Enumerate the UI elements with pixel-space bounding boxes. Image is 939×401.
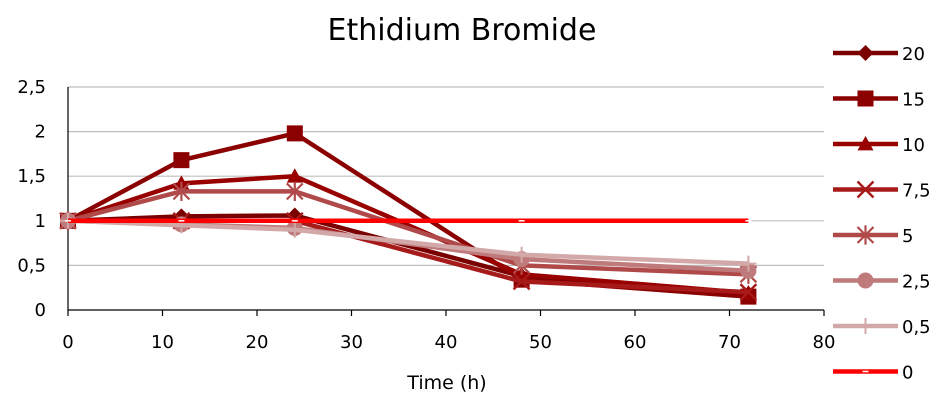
legend-label: 0,5 (902, 317, 931, 338)
legend-item: 7,5 (833, 181, 931, 202)
data-point (739, 283, 758, 302)
x-tick-label: 30 (340, 332, 363, 353)
legend-item: 10 (833, 135, 925, 156)
x-tick-label: 20 (246, 332, 269, 353)
data-point (286, 168, 303, 183)
data-point (513, 246, 530, 263)
legend-item: 0 (833, 363, 913, 384)
y-tick-label: 2,5 (17, 77, 46, 98)
y-tick-label: 1 (35, 211, 46, 232)
legend-label: 10 (902, 135, 925, 156)
data-point (172, 181, 191, 201)
y-tick-label: 2 (35, 122, 46, 143)
series-group (59, 125, 758, 305)
legend-label: 20 (902, 44, 925, 65)
legend-label: 2,5 (902, 272, 931, 293)
legend-marker (857, 45, 874, 61)
series-line (67, 189, 749, 277)
legend-label: 5 (902, 226, 913, 247)
x-tick-label: 80 (813, 332, 836, 353)
data-point (286, 125, 303, 142)
y-tick-label: 1,5 (17, 166, 46, 187)
data-point (286, 221, 303, 238)
legend-label: 15 (902, 90, 925, 111)
series-0,5 (60, 212, 757, 272)
legend-label: 7,5 (902, 181, 931, 202)
series-10 (60, 168, 757, 300)
x-tick-labels: 0 10 20 30 40 50 60 70 80 (62, 332, 835, 353)
series-5 (59, 181, 758, 284)
legend-marker (856, 225, 875, 245)
x-tick-label: 70 (718, 332, 741, 353)
x-tick-label: 10 (151, 332, 174, 353)
data-point (512, 272, 531, 291)
legend-marker (857, 136, 874, 151)
legend-item: 2,5 (833, 272, 931, 293)
x-axis-label: Time (h) (406, 372, 486, 394)
legend-item: 15 (833, 90, 925, 111)
legend-item: 5 (833, 225, 913, 247)
x-tick-label: 0 (62, 332, 73, 353)
x-tick-label: 40 (435, 332, 458, 353)
data-point (286, 181, 304, 201)
x-tick-label: 60 (624, 332, 647, 353)
data-point (740, 255, 757, 272)
x-tick-label: 50 (529, 332, 552, 353)
axes (67, 87, 825, 316)
legend-label: 0 (902, 363, 913, 384)
data-point (173, 152, 190, 169)
legend-item: 20 (833, 44, 925, 65)
legend-marker (857, 272, 874, 289)
y-tick-label: 0,5 (17, 255, 46, 276)
legend-item: 0,5 (833, 317, 931, 338)
legend: 20 15 10 7,5 5 2,5 0,5 0 (833, 44, 931, 384)
y-tick-label: 0 (35, 300, 46, 321)
y-tick-labels: 0 0,5 1 1,5 2 2,5 (17, 77, 46, 321)
legend-marker (856, 180, 875, 199)
series-line (68, 218, 749, 295)
legend-marker (857, 90, 874, 107)
chart-title: Ethidium Bromide (328, 13, 597, 48)
legend-marker (857, 318, 874, 334)
